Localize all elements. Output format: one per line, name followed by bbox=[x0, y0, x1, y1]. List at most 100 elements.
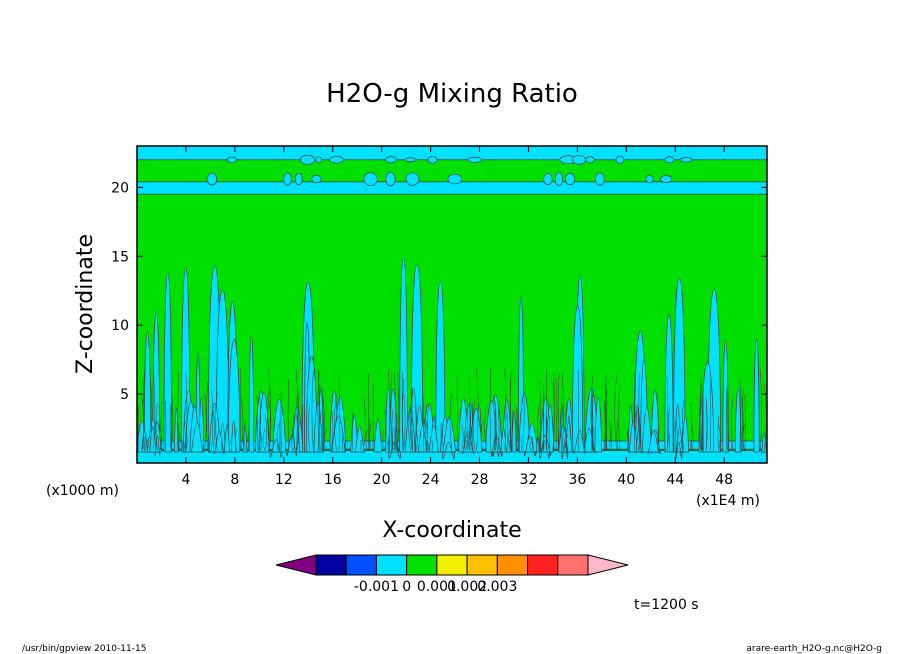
contour-line bbox=[633, 372, 635, 451]
contour-line bbox=[731, 398, 733, 451]
contour-line bbox=[616, 419, 619, 451]
colorbar-arrow-low bbox=[275, 554, 317, 576]
contour-line bbox=[552, 421, 554, 451]
contour-line bbox=[296, 369, 299, 451]
contour-line bbox=[298, 420, 301, 451]
contour-line bbox=[391, 409, 394, 451]
contour-bubble bbox=[385, 156, 397, 164]
contour-line bbox=[297, 383, 299, 451]
contour-line bbox=[247, 428, 250, 451]
contour-plume bbox=[753, 338, 760, 453]
contour-line bbox=[425, 404, 428, 451]
contour-line bbox=[213, 410, 215, 451]
contour-plume bbox=[373, 418, 383, 453]
contour-line bbox=[555, 377, 558, 451]
colorbar-cell bbox=[345, 554, 377, 576]
contour-plume bbox=[354, 425, 365, 453]
contour-line bbox=[561, 373, 564, 451]
contour-bubble bbox=[645, 175, 654, 184]
contour-plume bbox=[673, 277, 686, 453]
contour-line bbox=[243, 419, 246, 451]
contour-plume bbox=[154, 435, 161, 456]
contour-plume bbox=[572, 305, 584, 453]
contour-bubble bbox=[404, 157, 416, 163]
contour-bubble bbox=[467, 156, 482, 163]
contour-line bbox=[153, 368, 155, 451]
contour-line bbox=[241, 396, 244, 451]
colorbar-cell bbox=[315, 554, 347, 576]
contour-plume bbox=[734, 387, 742, 453]
contour-bubble bbox=[329, 155, 344, 164]
contour-line bbox=[605, 401, 608, 451]
footer-right: arare-earth_H2O-g.nc@H2O-g bbox=[746, 644, 882, 654]
contour-line bbox=[221, 438, 223, 451]
contour-line bbox=[675, 420, 678, 451]
contour-line bbox=[342, 434, 344, 451]
contour-line bbox=[363, 395, 366, 451]
contour-line bbox=[259, 391, 262, 451]
contour-plume bbox=[664, 312, 674, 453]
contour-line bbox=[159, 426, 162, 451]
contour-bubble bbox=[585, 156, 595, 164]
contour-line bbox=[638, 372, 640, 451]
contour-plume bbox=[635, 429, 642, 454]
contour-line bbox=[442, 418, 444, 451]
x-tick-label: 40 bbox=[617, 472, 635, 488]
contour-line bbox=[291, 434, 294, 451]
contour-line bbox=[461, 424, 464, 451]
y-tick-label: 20 bbox=[111, 180, 129, 196]
contour-line bbox=[626, 432, 629, 451]
contour-line bbox=[160, 400, 163, 451]
contour-plume bbox=[442, 441, 455, 460]
contour-line bbox=[422, 394, 424, 451]
x-tick-label: 16 bbox=[324, 472, 342, 488]
contour-line bbox=[656, 395, 659, 451]
y-axis-label: Z-coordinate bbox=[73, 234, 98, 374]
contour-line bbox=[211, 390, 214, 451]
contour-line bbox=[204, 393, 207, 451]
contour-line bbox=[739, 378, 741, 451]
contour-line bbox=[705, 402, 708, 451]
colorbar-cell bbox=[466, 554, 498, 576]
contour-line bbox=[537, 405, 540, 451]
contour-line bbox=[384, 409, 387, 451]
contour-bubble bbox=[311, 174, 322, 184]
contour-plume bbox=[594, 396, 603, 453]
contour-plume bbox=[223, 424, 231, 453]
contour-plume bbox=[443, 416, 456, 453]
contour-line bbox=[726, 374, 729, 451]
contour-line bbox=[345, 439, 348, 451]
contour-line bbox=[590, 392, 593, 451]
contour-line bbox=[744, 394, 746, 451]
footer-left: /usr/bin/gpview 2010-11-15 bbox=[22, 644, 146, 654]
chart-title: H2O-g Mixing Ratio bbox=[326, 79, 578, 109]
contour-plume bbox=[405, 409, 416, 453]
contour-line bbox=[725, 387, 728, 451]
contour-line bbox=[318, 385, 321, 451]
contour-bubble bbox=[315, 156, 323, 163]
contour-bubble bbox=[385, 171, 396, 187]
contour-bubble bbox=[447, 173, 463, 185]
contour-line bbox=[515, 407, 518, 451]
contour-lines bbox=[138, 367, 767, 451]
contour-line bbox=[215, 391, 218, 451]
contour-plume bbox=[428, 424, 439, 453]
contour-line bbox=[170, 437, 173, 451]
contour-line bbox=[584, 440, 587, 451]
contour-line bbox=[690, 403, 693, 451]
x-tick-label: 4 bbox=[181, 472, 190, 488]
contour-line bbox=[425, 419, 428, 451]
contour-line bbox=[398, 428, 400, 451]
colorbar-label: 0 bbox=[402, 579, 411, 595]
x-tick-label: 36 bbox=[568, 472, 586, 488]
contour-plume bbox=[435, 280, 446, 453]
colorbar-cell bbox=[406, 554, 438, 576]
contour-bubble bbox=[572, 154, 586, 165]
y-tick-label: 15 bbox=[111, 249, 129, 265]
contour-line bbox=[403, 393, 406, 451]
contour-line bbox=[322, 397, 325, 451]
x-axis: 4 8 12 16 20 24 28 32 36 40 44 48 bbox=[181, 146, 733, 488]
contour-line bbox=[469, 374, 471, 451]
contour-line bbox=[666, 375, 669, 451]
